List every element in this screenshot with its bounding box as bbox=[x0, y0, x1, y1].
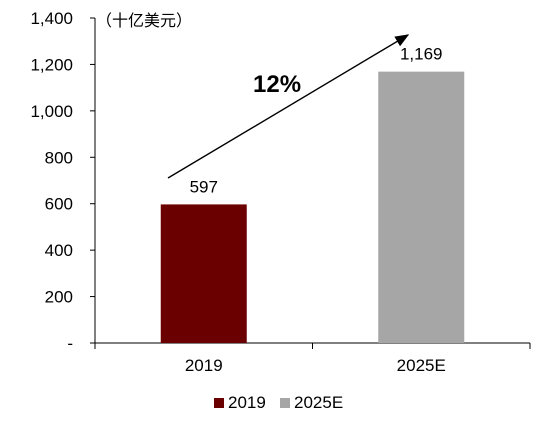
bar-2025e bbox=[378, 71, 465, 343]
legend-swatch bbox=[214, 398, 224, 408]
data-label: 597 bbox=[190, 177, 218, 196]
y-tick-label: 800 bbox=[45, 148, 73, 167]
x-axis: 2019 2025E bbox=[94, 342, 531, 375]
x-tick-label: 2025E bbox=[397, 356, 446, 375]
legend-label: 2025E bbox=[294, 393, 343, 412]
legend-swatch bbox=[280, 398, 290, 408]
cagr-annotation: 12% bbox=[253, 71, 301, 98]
bars: 597 1,169 bbox=[160, 45, 465, 343]
legend-label: 2019 bbox=[228, 393, 266, 412]
growth-arrow bbox=[167, 34, 410, 179]
y-tick-label: - bbox=[67, 334, 73, 353]
y-tick-label: 400 bbox=[45, 241, 73, 260]
bar-2019 bbox=[160, 204, 247, 343]
y-tick-label: 1,000 bbox=[30, 102, 73, 121]
legend: 2019 2025E bbox=[214, 393, 343, 412]
x-tick-label: 2019 bbox=[185, 356, 223, 375]
y-tick-label: 1,400 bbox=[30, 9, 73, 28]
data-label: 1,169 bbox=[400, 45, 443, 64]
y-axis: - 200 400 600 800 1,000 1,200 1,400 bbox=[30, 9, 96, 353]
y-tick-label: 600 bbox=[45, 195, 73, 214]
y-tick-label: 200 bbox=[45, 288, 73, 307]
y-tick-label: 1,200 bbox=[30, 55, 73, 74]
unit-label: （十亿美元） bbox=[96, 11, 192, 30]
